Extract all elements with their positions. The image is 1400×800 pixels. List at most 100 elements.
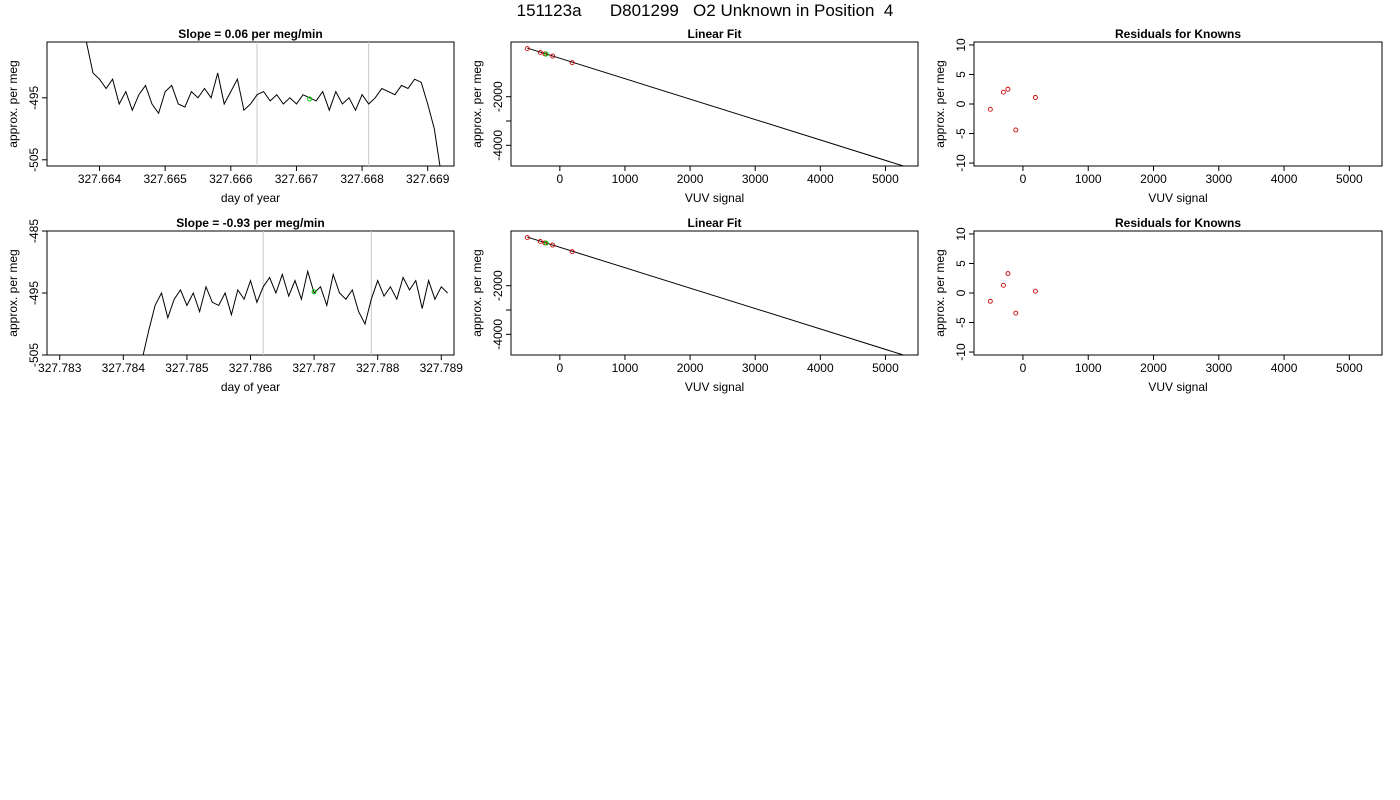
y-tick-label: -495: [27, 281, 41, 305]
y-tick-label: 5: [954, 260, 968, 267]
x-tick-label: 3000: [1205, 172, 1232, 186]
data-point: [550, 242, 556, 248]
y-tick-label: -495: [27, 85, 41, 109]
plot-frame: [46, 41, 455, 167]
x-tick-label: 327.789: [420, 361, 464, 375]
x-axis-label: VUV signal: [685, 380, 744, 394]
y-tick-label: -4000: [491, 319, 505, 350]
x-tick-label: 0: [1020, 361, 1027, 375]
y-tick-label: -4000: [491, 130, 505, 161]
fit-line: [527, 236, 906, 355]
plot-frame: [510, 230, 919, 356]
x-tick-label: 327.669: [406, 172, 450, 186]
highlight-point: [307, 96, 313, 102]
y-tick-label: -485: [27, 219, 41, 243]
x-tick-label: 2000: [677, 172, 704, 186]
x-tick-label: 1000: [1075, 172, 1102, 186]
y-tick-label: 10: [954, 227, 968, 241]
data-point: [1005, 271, 1011, 276]
chart-title: Slope = -0.93 per meg/min: [176, 216, 324, 230]
x-tick-label: 2000: [1140, 172, 1167, 186]
plot-frame: [46, 230, 455, 356]
chart-title: Linear Fit: [687, 27, 741, 41]
data-point: [524, 235, 530, 241]
plot-area: [85, 42, 441, 166]
data-point: [1000, 89, 1006, 95]
x-tick-label: 327.668: [340, 172, 384, 186]
x-axis-label: VUV signal: [685, 191, 744, 205]
chart-panel: Residuals for Knowns VUV signal approx. pe…: [933, 216, 1383, 394]
x-tick-label: 1000: [612, 361, 639, 375]
data-point: [569, 60, 575, 66]
chart-title: Residuals for Knowns: [1115, 216, 1241, 230]
series-line: [85, 42, 441, 166]
x-tick-label: 327.784: [102, 361, 146, 375]
data-point: [1005, 86, 1011, 92]
x-tick-label: 327.666: [209, 172, 253, 186]
data-point: [987, 298, 993, 304]
series-line: [142, 269, 448, 355]
highlight-point: [543, 240, 549, 246]
plot-frame: [973, 41, 1383, 167]
data-point: [537, 239, 543, 244]
data-point: [524, 46, 530, 52]
x-tick-label: 3000: [742, 172, 769, 186]
y-axis-label: approx. per meg: [470, 60, 484, 147]
data-point: [1013, 310, 1019, 316]
y-axis-label: approx. per meg: [470, 249, 484, 336]
x-axis-label: VUV signal: [1148, 191, 1207, 205]
page-title: 151123a D801299 O2 Unknown in Position 4: [516, 1, 894, 20]
x-tick-label: 2000: [677, 361, 704, 375]
x-tick-label: 3000: [1205, 361, 1232, 375]
x-tick-label: 5000: [1336, 172, 1363, 186]
x-tick-label: 1000: [1075, 361, 1102, 375]
data-point: [550, 53, 556, 59]
y-tick-label: -10: [954, 343, 968, 361]
x-axis-label: day of year: [221, 191, 280, 205]
x-tick-label: 4000: [1271, 361, 1298, 375]
y-tick-label: -5: [954, 128, 968, 139]
y-tick-label: 0: [954, 289, 968, 296]
x-tick-label: 4000: [807, 172, 834, 186]
y-tick-label: -2000: [491, 81, 505, 112]
x-axis-label: VUV signal: [1148, 380, 1207, 394]
x-tick-label: 4000: [807, 361, 834, 375]
x-tick-label: 1000: [612, 172, 639, 186]
y-tick-label: -505: [27, 147, 41, 171]
x-tick-label: 327.665: [143, 172, 187, 186]
x-tick-label: 327.785: [165, 361, 209, 375]
chart-title: Residuals for Knowns: [1115, 27, 1241, 41]
chart-panel: Linear Fit VUV signal approx. per meg 0 1000…: [470, 216, 919, 394]
plot-area: [524, 235, 906, 355]
data-point: [1000, 282, 1006, 288]
data-point: [1013, 127, 1019, 133]
y-tick-label: -2000: [491, 270, 505, 301]
x-tick-label: 327.664: [78, 172, 122, 186]
y-tick-label: -10: [954, 154, 968, 172]
x-tick-label: 0: [1020, 172, 1027, 186]
x-tick-label: 327.783: [38, 361, 82, 375]
highlight-point: [543, 51, 549, 57]
x-tick-label: 5000: [872, 172, 899, 186]
y-axis-label: approx. per meg: [933, 60, 947, 147]
x-tick-label: 5000: [1336, 361, 1363, 375]
x-axis-label: day of year: [221, 380, 280, 394]
fit-line: [527, 47, 906, 166]
plot-area: [142, 231, 448, 355]
x-tick-label: 4000: [1271, 172, 1298, 186]
highlight-point: [311, 289, 317, 295]
data-point: [987, 106, 993, 112]
chart-panel: Linear Fit VUV signal approx. per meg 0 1000…: [470, 27, 919, 205]
y-tick-label: 5: [954, 71, 968, 78]
x-tick-label: 0: [556, 172, 563, 186]
x-tick-label: 5000: [872, 361, 899, 375]
y-tick-label: 10: [954, 38, 968, 52]
y-axis-label: approx. per meg: [6, 249, 20, 336]
x-tick-label: 3000: [742, 361, 769, 375]
chart-panel: Residuals for Knowns VUV signal approx. pe…: [933, 27, 1383, 205]
data-point: [537, 50, 543, 55]
x-tick-label: 327.667: [275, 172, 319, 186]
y-tick-label: -505: [27, 343, 41, 367]
y-axis-label: approx. per meg: [933, 249, 947, 336]
